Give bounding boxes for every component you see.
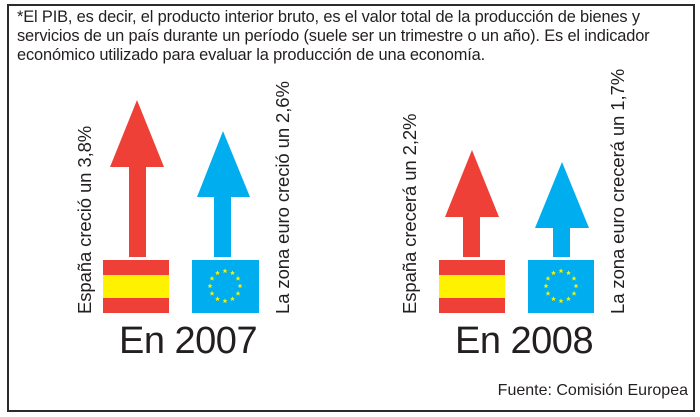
- spain-2007-label: España creció un 3,8%: [74, 125, 95, 314]
- spain-flag-icon: [103, 260, 169, 313]
- eu-flag-icon: [192, 260, 259, 313]
- eu-flag-icon: [528, 260, 594, 313]
- gdp-definition-note: *El PIB, es decir, el producto interior …: [17, 8, 650, 64]
- up-arrow-icon: [110, 100, 164, 257]
- eurozone-2008-label: La zona euro crecerá un 1,7%: [607, 68, 628, 314]
- up-arrow-icon: [535, 162, 589, 257]
- infographic-frame: [7, 4, 695, 412]
- up-arrow-icon: [445, 150, 499, 257]
- year-2008-label: En 2008: [455, 320, 594, 362]
- year-2007-label: En 2007: [119, 320, 258, 362]
- spain-flag-icon: [439, 260, 505, 313]
- spain-2008-label: España crecerá un 2,2%: [399, 113, 420, 314]
- up-arrow-icon: [197, 131, 250, 257]
- source-credit: Fuente: Comisión Europea: [497, 382, 688, 399]
- eurozone-2007-label: La zona euro creció un 2,6%: [272, 81, 293, 314]
